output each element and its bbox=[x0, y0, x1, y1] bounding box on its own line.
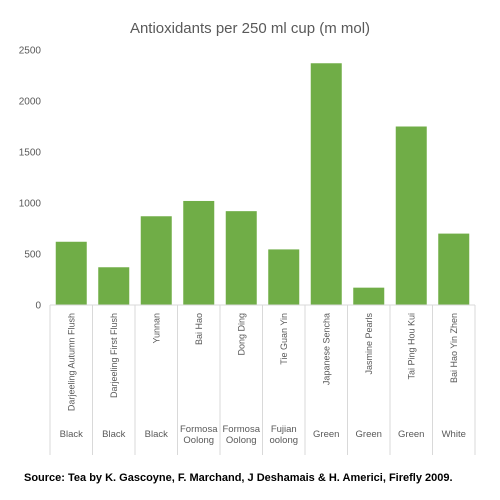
chart-title: Antioxidants per 250 ml cup (m mol) bbox=[130, 20, 370, 37]
x-tick-label: Darjeeling First Flush bbox=[109, 313, 119, 398]
x-tick-label: Bai Hao bbox=[194, 313, 204, 345]
x-tick-label: Yunnan bbox=[151, 313, 161, 344]
bar bbox=[140, 216, 172, 305]
y-tick-label: 2500 bbox=[19, 46, 42, 57]
bar bbox=[183, 200, 215, 305]
x-tick-label: Darjeeling Autumn Flush bbox=[66, 313, 76, 411]
group-label: Black bbox=[60, 429, 83, 440]
x-tick-label: Tie Guan Yin bbox=[279, 313, 289, 365]
y-tick-label: 1000 bbox=[19, 199, 42, 210]
y-axis-ticks: 0 500 1000 1500 2000 2500 bbox=[19, 46, 42, 312]
category-group-labels: Black Black Black FormosaOolongFormosaOolon… bbox=[60, 424, 466, 446]
group-label: Green bbox=[398, 429, 424, 440]
group-label: Fujian bbox=[271, 424, 297, 435]
group-label: Oolong bbox=[183, 435, 214, 446]
group-label: Black bbox=[145, 429, 168, 440]
bar bbox=[98, 267, 130, 305]
source-note: Source: Tea by K. Gascoyne, F. Marchand,… bbox=[24, 472, 453, 484]
x-tick-label: Dong Ding bbox=[236, 313, 246, 356]
group-label: White bbox=[442, 429, 466, 440]
group-label: Black bbox=[102, 429, 125, 440]
x-tick-label: Jasmine Pearls bbox=[364, 313, 374, 375]
x-axis-labels: Darjeeling Autumn Flush Darjeeling First … bbox=[66, 313, 459, 412]
group-label: Formosa bbox=[223, 424, 261, 435]
y-tick-label: 2000 bbox=[19, 97, 42, 108]
bar bbox=[268, 249, 300, 305]
y-tick-label: 1500 bbox=[19, 148, 42, 159]
bar bbox=[395, 126, 427, 305]
x-tick-label: Tai Ping Hou Kui bbox=[406, 313, 416, 380]
y-tick-label: 0 bbox=[35, 301, 41, 312]
bar bbox=[438, 233, 470, 305]
x-axis bbox=[49, 304, 476, 455]
x-tick-label: Japanese Sencha bbox=[321, 313, 331, 385]
bar bbox=[310, 63, 342, 306]
bar bbox=[353, 287, 385, 305]
bar bbox=[225, 211, 257, 305]
group-label: Green bbox=[313, 429, 339, 440]
group-label: Green bbox=[356, 429, 382, 440]
group-label: Formosa bbox=[180, 424, 218, 435]
bar bbox=[55, 241, 87, 305]
group-label: Oolong bbox=[226, 435, 257, 446]
group-label: oolong bbox=[269, 435, 298, 446]
y-tick-label: 500 bbox=[24, 250, 41, 261]
bars bbox=[55, 63, 470, 306]
x-tick-label: Bai Hao Yin Zhen bbox=[449, 313, 459, 383]
